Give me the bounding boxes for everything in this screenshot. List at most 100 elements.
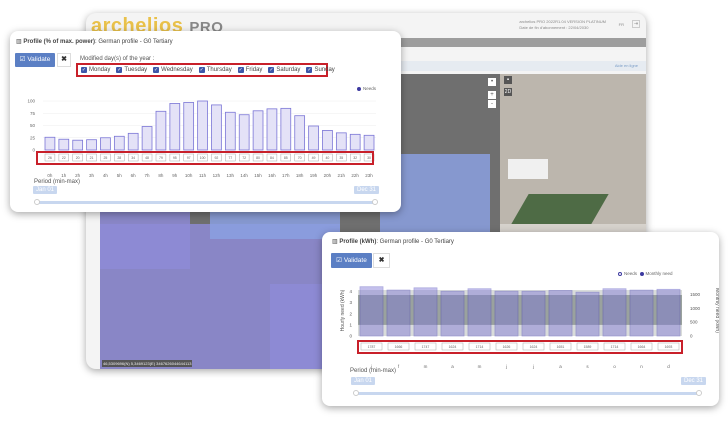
period-max-badge: Dec 31	[681, 377, 707, 385]
value-input-22h[interactable]	[350, 153, 361, 162]
period-slider[interactable]	[353, 390, 702, 396]
zoom-in-button[interactable]: +	[488, 91, 496, 99]
value-input-5h[interactable]	[114, 153, 125, 162]
checkbox-icon[interactable]: ✓	[153, 67, 160, 73]
value-input-0[interactable]	[360, 342, 383, 351]
logout-icon[interactable]: ⇥	[632, 20, 640, 28]
value-input-7[interactable]	[549, 342, 572, 351]
close-button[interactable]: ✖	[373, 253, 390, 268]
value-input-9[interactable]	[603, 342, 626, 351]
x-tick-label: 10h	[185, 173, 193, 178]
value-label: 22	[62, 156, 66, 160]
value-input-19h[interactable]	[308, 153, 319, 162]
value-input-3[interactable]	[441, 342, 464, 351]
day-label: Wednesday	[161, 67, 193, 73]
value-input-9h[interactable]	[169, 153, 180, 162]
bar-11h	[197, 100, 208, 151]
value-label: 1787	[368, 345, 376, 349]
slider-max-handle[interactable]	[372, 199, 378, 205]
value-input-18h[interactable]	[294, 153, 305, 162]
value-input-4h[interactable]	[100, 153, 111, 162]
value-label: 95	[173, 156, 177, 160]
value-input-8[interactable]	[576, 342, 599, 351]
value-input-11[interactable]	[657, 342, 680, 351]
monthly-bar-6	[521, 290, 546, 337]
value-input-15h[interactable]	[252, 153, 264, 162]
value-label: 80	[256, 156, 260, 160]
version-info: archelios PRO 2022R1.04 VERSION PLATINUM…	[519, 19, 606, 30]
slider-min-handle[interactable]	[34, 199, 40, 205]
value-input-14h[interactable]	[239, 153, 250, 162]
value-input-10h[interactable]	[183, 153, 194, 162]
value-input-12h[interactable]	[211, 153, 222, 162]
checkbox-icon[interactable]: ✓	[198, 67, 205, 73]
day-label: Monday	[89, 67, 111, 73]
x-tick-label: s	[586, 364, 589, 369]
value-input-6[interactable]	[522, 342, 545, 351]
value-input-4[interactable]	[468, 342, 491, 351]
language-select[interactable]: FR	[618, 22, 624, 27]
day-checkbox-sunday[interactable]: ✓ Sunday	[306, 67, 335, 73]
period-min-badge: Jan 01	[33, 186, 58, 194]
x-tick-label: 4h	[103, 173, 109, 178]
day-checkbox-monday[interactable]: ✓ Monday	[81, 67, 110, 73]
y-tick-label: 0	[32, 148, 35, 153]
value-input-11h[interactable]	[197, 153, 208, 162]
day-checkbox-friday[interactable]: ✓ Friday	[237, 67, 262, 73]
value-input-21h[interactable]	[336, 153, 347, 162]
values-input-row	[357, 340, 683, 354]
validate-button[interactable]: ☑ Validate	[15, 53, 55, 67]
value-input-1[interactable]	[387, 342, 410, 351]
value-input-17h[interactable]	[280, 153, 291, 162]
value-input-3h[interactable]	[86, 153, 97, 162]
value-label: 92	[214, 156, 218, 160]
value-input-5[interactable]	[495, 342, 518, 351]
values-input-row	[36, 151, 374, 165]
value-input-2[interactable]	[414, 342, 437, 351]
camera-icon[interactable]: ▪	[504, 76, 512, 84]
value-input-6h[interactable]	[128, 153, 139, 162]
monthly-bar-1	[386, 289, 411, 337]
y-tick-label: 50	[30, 123, 36, 128]
checkbox-icon[interactable]: ✓	[81, 67, 87, 73]
x-tick-label: j	[370, 364, 372, 369]
bar-9h	[169, 103, 181, 151]
y-tick-label: 75	[30, 111, 36, 116]
value-input-7h[interactable]	[141, 153, 153, 162]
value-label: 1693	[665, 345, 673, 349]
period-slider[interactable]	[34, 199, 378, 205]
x-tick-label: 15h	[254, 173, 262, 178]
day-checkbox-tuesday[interactable]: ✓ Tuesday	[116, 67, 147, 73]
value-input-16h[interactable]	[266, 153, 278, 162]
checkbox-icon[interactable]: ✓	[268, 67, 275, 73]
value-input-2h[interactable]	[72, 153, 83, 162]
x-tick-label: 1h	[61, 173, 67, 178]
value-input-13h[interactable]	[225, 153, 236, 162]
x-tick-label: 22h	[351, 173, 359, 178]
checkbox-icon[interactable]: ✓	[237, 67, 244, 73]
slider-max-handle[interactable]	[696, 390, 702, 396]
validate-button[interactable]: ☑ Validate	[331, 253, 372, 268]
2d-toggle[interactable]: 2D	[504, 88, 512, 96]
value-input-23h[interactable]	[363, 153, 375, 162]
profile-percent-modal: ▥ Profile (% of max. power): German prof…	[10, 31, 401, 212]
day-checkbox-saturday[interactable]: ✓ Saturday	[268, 67, 300, 73]
value-input-10[interactable]	[630, 342, 653, 351]
value-input-0h[interactable]	[44, 153, 56, 162]
zoom-out-button[interactable]: -	[488, 100, 496, 108]
value-label: 85	[284, 156, 288, 160]
x-tick-label: 21h	[338, 173, 346, 178]
day-checkbox-wednesday[interactable]: ✓ Wednesday	[153, 67, 193, 73]
slider-min-handle[interactable]	[353, 390, 359, 396]
day-checkbox-thursday[interactable]: ✓ Thursday	[198, 67, 232, 73]
checkbox-icon[interactable]: ✓	[306, 67, 313, 73]
value-input-20h[interactable]	[322, 153, 333, 162]
value-input-1h[interactable]	[58, 153, 69, 162]
close-button[interactable]: ✖	[57, 53, 71, 67]
checkbox-icon[interactable]: ✓	[116, 67, 123, 73]
compass-icon[interactable]: •	[488, 78, 496, 86]
bar-18h	[294, 115, 306, 151]
value-label: 49	[312, 156, 316, 160]
value-input-8h[interactable]	[155, 153, 167, 162]
y-tick-label: 0	[349, 334, 352, 339]
